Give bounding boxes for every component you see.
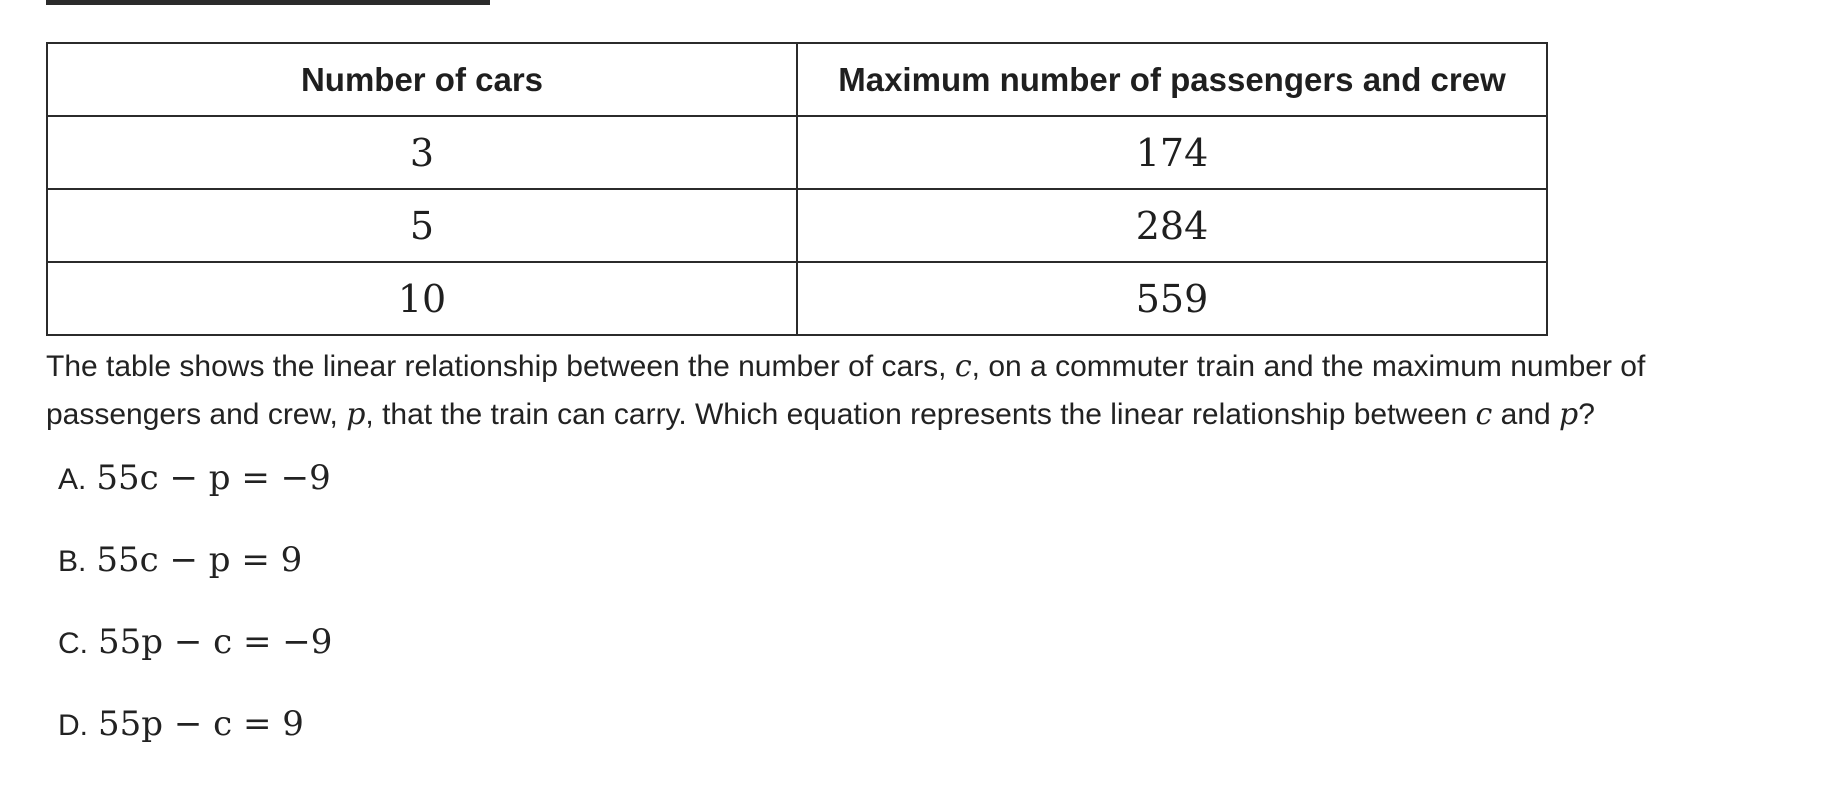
table-row: 10 559 — [46, 261, 1548, 336]
top-divider-bar — [46, 0, 490, 5]
choice-letter: A. — [58, 463, 87, 496]
answer-choices: A. 55c − p = −9 B. 55c − p = 9 C. 55p − … — [58, 458, 332, 786]
table-cell-cars: 10 — [46, 261, 798, 336]
table-cell-cars: 5 — [46, 188, 798, 263]
choice-letter: B. — [58, 545, 87, 578]
question-text: The table shows the linear relationship … — [46, 343, 1766, 439]
table-header-row: Number of cars Maximum number of passeng… — [46, 42, 1548, 117]
variable-p: p — [1559, 397, 1579, 432]
choice-equation: 55p − c = −9 — [98, 622, 333, 662]
table-cell-passengers: 559 — [796, 261, 1548, 336]
column-header-passengers: Maximum number of passengers and crew — [796, 42, 1548, 117]
table-cell-cars: 3 — [46, 115, 798, 190]
question-text-part: The table shows the linear relationship … — [46, 350, 947, 383]
choice-equation: 55c − p = −9 — [96, 458, 331, 498]
answer-choice-a[interactable]: A. 55c − p = −9 — [58, 458, 332, 540]
data-table: Number of cars Maximum number of passeng… — [46, 42, 1548, 336]
choice-letter: D. — [58, 709, 88, 742]
column-header-cars: Number of cars — [46, 42, 798, 117]
table-cell-passengers: 284 — [796, 188, 1548, 263]
variable-c: c — [1475, 397, 1493, 432]
variable-c: c — [954, 349, 972, 384]
choice-equation: 55c − p = 9 — [96, 540, 303, 580]
question-text-part: , on a commuter train and the maximum nu… — [46, 350, 1646, 431]
question-text-part: ? — [1578, 398, 1595, 431]
answer-choice-c[interactable]: C. 55p − c = −9 — [58, 622, 332, 704]
answer-choice-d[interactable]: D. 55p − c = 9 — [58, 704, 332, 786]
choice-equation: 55p − c = 9 — [98, 704, 304, 744]
table-row: 5 284 — [46, 188, 1548, 263]
variable-p: p — [346, 397, 366, 432]
table-row: 3 174 — [46, 115, 1548, 190]
answer-choice-b[interactable]: B. 55c − p = 9 — [58, 540, 332, 622]
question-text-part: , that the train can carry. Which equati… — [365, 398, 1468, 431]
choice-letter: C. — [58, 627, 88, 660]
question-text-part: and — [1500, 398, 1551, 431]
table-cell-passengers: 174 — [796, 115, 1548, 190]
